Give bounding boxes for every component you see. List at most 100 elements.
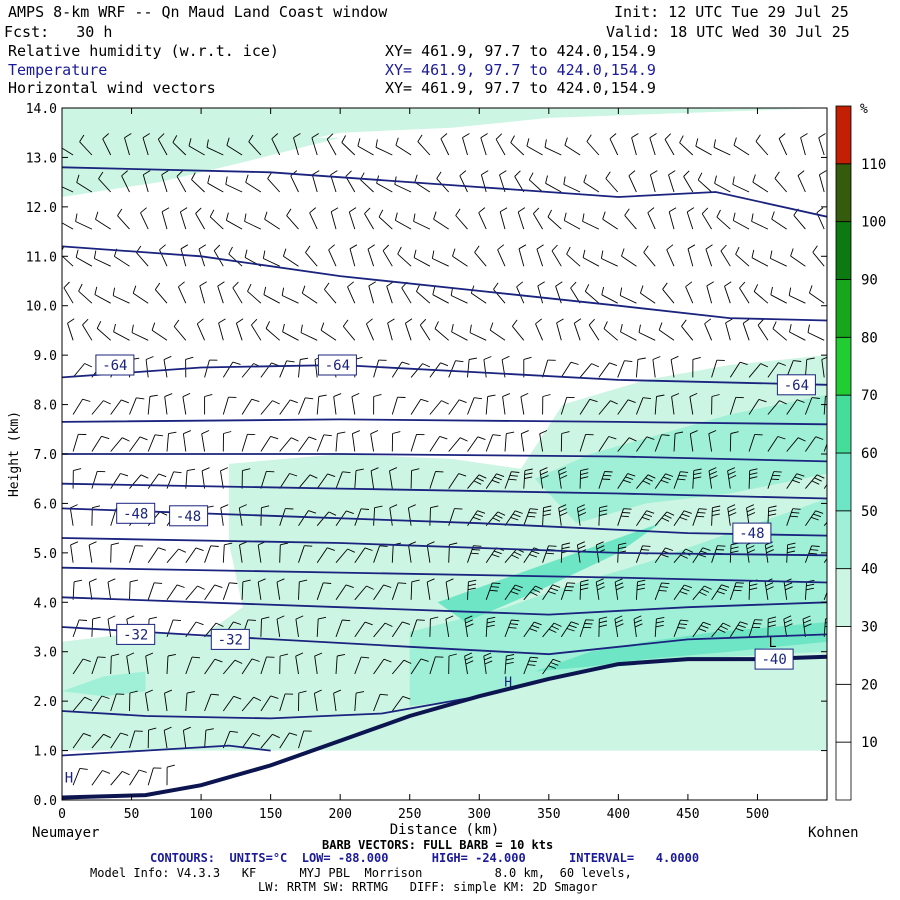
wind-barb [542,584,553,601]
wind-barb [804,397,813,415]
wind-barb [467,581,469,600]
wind-barb [279,360,288,378]
wind-barb-flag [577,508,586,513]
wind-barb [110,473,121,489]
wind-barb [391,696,404,712]
y-tick-label: 10.0 [26,300,57,315]
wind-barb [535,323,544,341]
wind-barb-flag [97,656,106,658]
wind-barb-flag [225,176,228,185]
wind-barb [163,730,168,749]
wind-barb-flag [580,472,589,476]
wind-barb [316,547,328,563]
wind-barb-flag [289,473,298,477]
wind-barb [526,145,543,156]
rh-band-core [437,523,661,623]
wind-barb-flag [548,545,557,547]
x-tick-label: 300 [468,807,491,822]
colorbar-label: 30 [861,620,878,636]
wind-barb-flag [517,207,526,213]
wind-barb-flag [543,509,552,513]
wind-barb-flag [484,656,492,661]
wind-barb-flag [577,504,585,509]
wind-barb [251,324,262,341]
wind-barb-flag [644,513,653,518]
wind-barb-flag [746,504,754,509]
wind-barb-flag [419,318,427,326]
wind-barb [654,511,668,526]
wind-barb-flag [264,211,268,220]
wind-barb-flag [722,622,731,627]
wind-barb-flag [618,546,627,550]
contour-label-box [116,502,156,524]
wind-barb-flag [103,400,111,405]
wind-barb-flag [95,211,99,220]
wind-barb-flag [580,579,589,583]
wind-barb-flag [552,584,561,588]
wind-barb [311,174,318,193]
wind-barb-flag [739,361,748,366]
wind-barb [357,145,374,156]
wind-barb-flag [357,138,361,147]
wind-barb-flag [364,621,373,626]
wind-barb [76,182,93,193]
wind-barb-flag [495,514,503,519]
wind-barb-flag [821,356,827,360]
wind-barb-flag [389,504,398,509]
wind-barb [271,138,281,156]
wind-barb [523,657,531,675]
wind-barb-flag [730,550,739,554]
wind-barb [697,179,712,193]
wind-barb-flag [684,584,692,589]
wind-barb-flag [768,513,777,517]
wind-barb [298,510,309,526]
wind-barb-flag [716,549,725,551]
wind-barb [681,326,694,341]
wind-barb [314,656,318,675]
wind-barb [469,332,487,341]
wind-barb [448,360,456,378]
wind-barb-flag [806,587,814,591]
wind-barb-flag [282,323,285,332]
contour-label: -40 [761,652,786,668]
wind-barb [124,137,130,156]
wind-barb [320,329,337,341]
wind-barb [504,584,516,601]
wind-barb-flag [314,652,323,657]
contour-label: -64 [102,358,127,374]
wind-barb [504,510,516,526]
wind-barb [504,471,512,489]
wind-barb-flag [178,281,185,288]
wind-barb [147,767,154,786]
wind-barb [579,363,592,378]
wind-barb [410,619,418,638]
wind-barb-flag [570,361,579,365]
wind-barb-flag [639,285,644,294]
wind-barb-flag [173,319,180,327]
wind-barb-flag [666,511,675,516]
wind-barb [204,545,212,563]
wind-barb-flag [183,430,191,435]
wind-barb [413,220,431,230]
wind-barb-flag [510,135,515,143]
wind-barb [82,324,93,341]
colorbar-segment [835,510,852,569]
wind-barb-flag [122,770,130,776]
wind-barb [539,470,544,489]
wind-barb [88,581,93,600]
wind-barb-flag [582,249,586,258]
wind-barb-flag [295,615,304,620]
wind-barb-flag [586,134,592,142]
wind-barb [147,582,155,600]
wind-barb-flag [201,467,210,472]
wind-barb [755,141,769,156]
wind-barb [812,252,825,267]
wind-barb-flag [784,619,792,624]
wind-barb [649,137,656,156]
wind-barb-flag [101,435,110,440]
wind-barb-flag [624,360,633,363]
wind-barb [419,324,431,341]
wind-barb-flag [475,513,483,518]
wind-barb-flag [73,468,82,472]
wind-barb-flag [84,363,93,368]
